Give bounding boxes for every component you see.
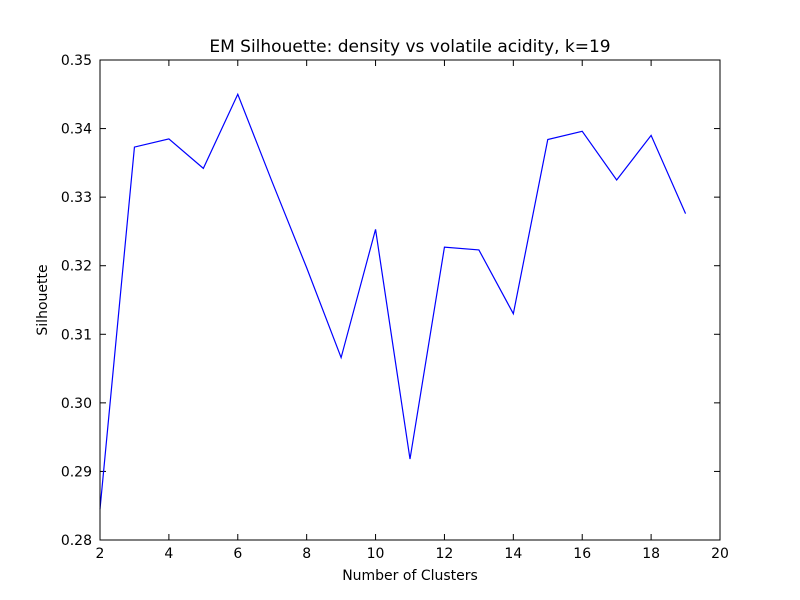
tick-labels-group: 2 4 6 8 10 12 14 16 18 20 0.28 0.29 0.30 0.31 0.32 0.33… (61, 53, 729, 562)
y-axis-label: Silhouette (35, 264, 51, 335)
x-tick-label: 14 (504, 546, 522, 562)
x-tick-label: 8 (302, 546, 311, 562)
y-tick-label: 0.35 (61, 53, 92, 69)
y-tick-label: 0.34 (61, 122, 92, 138)
y-tick-label: 0.29 (61, 464, 92, 480)
y-tick-label: 0.30 (61, 396, 92, 412)
x-tick-label: 16 (573, 546, 591, 562)
x-tick-label: 10 (367, 546, 385, 562)
y-tick-label: 0.32 (61, 259, 92, 275)
plot-frame (99, 59, 721, 541)
x-tick-label: 18 (642, 546, 660, 562)
ticks-group (99, 59, 721, 541)
x-tick-label: 6 (233, 546, 242, 562)
y-tick-label: 0.31 (61, 327, 92, 343)
x-tick-label: 4 (164, 546, 173, 562)
x-axis-label: Number of Clusters (342, 568, 478, 584)
series-line (99, 92, 687, 510)
x-tick-label: 20 (711, 546, 729, 562)
x-tick-label: 2 (96, 546, 105, 562)
y-tick-label: 0.28 (61, 533, 92, 549)
chart-title: EM Silhouette: density vs volatile acidi… (209, 37, 610, 57)
x-tick-label: 12 (436, 546, 454, 562)
y-tick-label: 0.33 (61, 190, 92, 206)
